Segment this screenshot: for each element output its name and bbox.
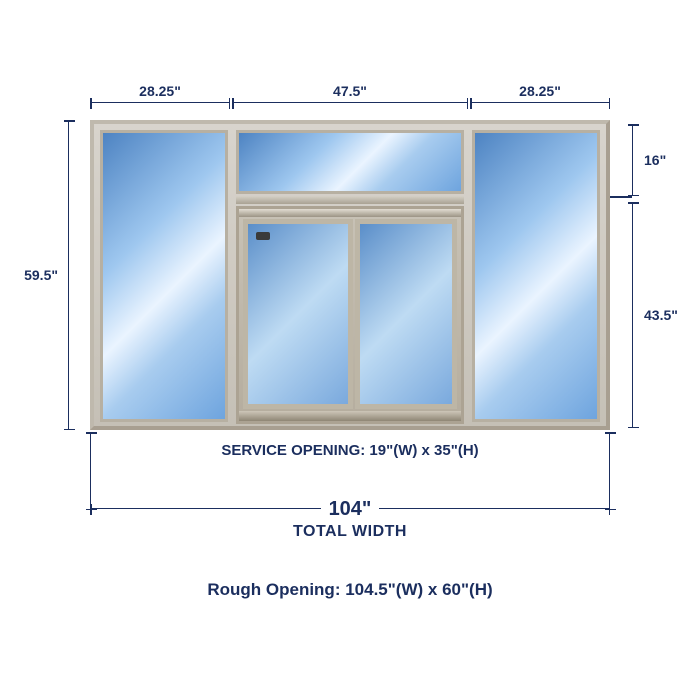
- dim-right-service: 43.5": [632, 202, 633, 428]
- dim-left-height-label: 59.5": [21, 267, 61, 283]
- dim-top-left: 28.25": [90, 102, 230, 103]
- total-width-label: TOTAL WIDTH: [90, 523, 610, 541]
- dim-top-center: 47.5": [232, 102, 468, 103]
- service-window: [236, 206, 464, 424]
- left-sidelite: [100, 130, 228, 422]
- right-sidelite: [472, 130, 600, 422]
- latch-icon: [256, 232, 270, 240]
- dim-right-service-label: 43.5": [641, 307, 681, 323]
- dim-top-right-label: 28.25": [516, 83, 564, 99]
- slider-panel-right: [355, 219, 457, 409]
- guide-tick: [610, 196, 632, 198]
- track-top: [239, 209, 461, 217]
- total-width-block: 104" TOTAL WIDTH: [90, 498, 610, 541]
- service-opening-label: SERVICE OPENING: 19"(W) x 35"(H): [190, 442, 510, 459]
- window-diagram: [90, 120, 610, 430]
- transom-pane: [236, 130, 464, 194]
- dim-right-transom-label: 16": [641, 152, 669, 168]
- dim-top-center-label: 47.5": [330, 83, 370, 99]
- dim-left-height: 59.5": [68, 120, 69, 430]
- window-frame: [90, 120, 610, 430]
- track-bottom: [239, 411, 461, 421]
- total-width-value: 104": [321, 498, 380, 521]
- slider-panel-left: [243, 219, 353, 409]
- rough-opening-label: Rough Opening: 104.5"(W) x 60"(H): [0, 580, 700, 600]
- horizontal-mullion: [236, 196, 464, 204]
- dim-total-left-ext: [90, 432, 91, 510]
- dim-top-right: 28.25": [470, 102, 610, 103]
- dim-right-transom: 16": [632, 124, 633, 196]
- dim-total-right-ext: [609, 432, 610, 510]
- dim-top-left-label: 28.25": [136, 83, 184, 99]
